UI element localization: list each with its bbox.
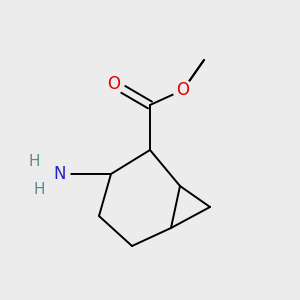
Circle shape (50, 164, 70, 184)
Circle shape (104, 74, 124, 94)
Text: O: O (107, 75, 121, 93)
Text: H: H (33, 182, 45, 196)
Text: O: O (176, 81, 190, 99)
Text: N: N (54, 165, 66, 183)
Circle shape (173, 80, 193, 100)
Text: H: H (29, 154, 40, 169)
